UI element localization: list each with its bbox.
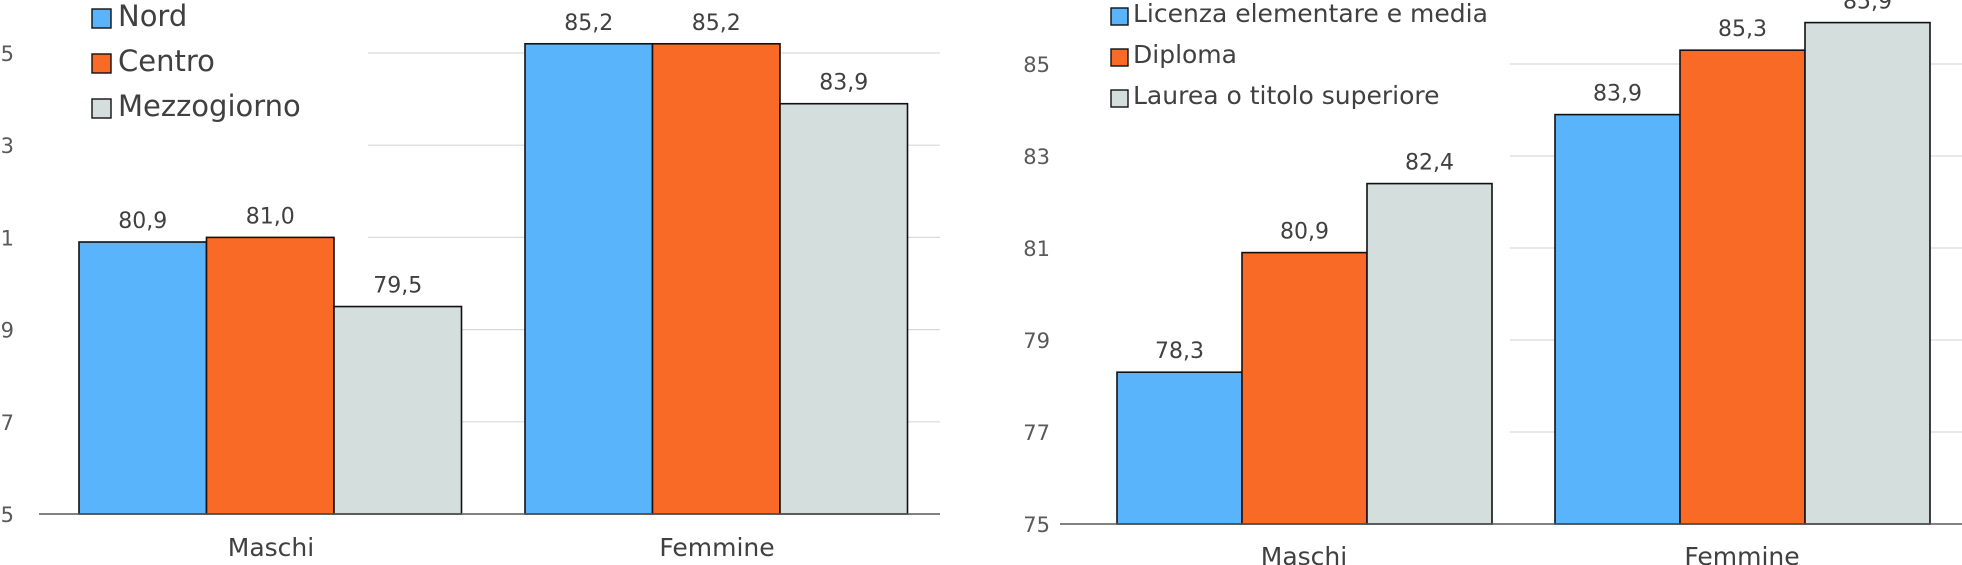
bar (1116, 371, 1243, 525)
legend-label: Laurea o titolo superiore (1133, 81, 1440, 110)
data-label: 81,0 (246, 204, 295, 229)
legend: Licenza elementare e media Diploma Laurea … (1110, 0, 1488, 110)
legend-swatch (91, 53, 112, 74)
y-tick-label: 85 (0, 42, 14, 66)
legend-label: Diploma (1133, 40, 1237, 69)
y-tick-label: 83 (1023, 145, 1050, 169)
bar (78, 241, 208, 515)
y-tick-label: 75 (1023, 513, 1050, 537)
legend-swatch (91, 98, 112, 119)
chart-left: 75 77 79 81 83 85 80,9 85,2 81,0 85,2 79,5 83,9 Masc… (0, 0, 940, 562)
y-tick-label: 81 (1023, 237, 1050, 261)
bar (524, 42, 654, 515)
bar (1804, 21, 1931, 525)
bar (779, 102, 909, 515)
data-label: 78,3 (1155, 339, 1204, 364)
bar (1366, 182, 1493, 525)
data-label: 83,9 (1593, 82, 1642, 107)
legend-label: Mezzogiorno (118, 89, 301, 123)
bar (205, 236, 335, 515)
y-tick-label: 79 (1023, 329, 1050, 353)
legend-label: Nord (118, 0, 187, 33)
bar (1554, 113, 1681, 525)
data-label: 79,5 (373, 274, 422, 299)
legend-swatch (1110, 48, 1129, 67)
data-label: 82,4 (1405, 151, 1454, 176)
bar (333, 305, 463, 515)
y-tick-label: 75 (0, 503, 14, 527)
y-tick-label: 79 (0, 319, 14, 343)
legend-swatch (1110, 89, 1129, 108)
data-label: 80,9 (1280, 220, 1329, 245)
x-category-label: Maschi (1261, 542, 1347, 565)
data-label: 85,9 (1843, 0, 1892, 15)
x-category-label: Femmine (1684, 542, 1799, 565)
y-tick-label: 83 (0, 134, 14, 158)
x-category-label: Maschi (228, 533, 314, 562)
data-label: 85,2 (564, 11, 613, 36)
data-label: 85,3 (1718, 17, 1767, 42)
data-label: 85,2 (692, 11, 741, 36)
y-tick-label: 77 (1023, 421, 1050, 445)
data-label: 80,9 (118, 209, 167, 234)
legend: Nord Centro Mezzogiorno (91, 0, 301, 123)
data-label: 83,9 (819, 71, 868, 96)
chart-right: 75 77 79 81 83 85 78,3 83,9 80,9 85,3 82,4 85,9 Masc… (1023, 0, 1962, 565)
y-tick-label: 77 (0, 411, 14, 435)
x-category-label: Femmine (659, 533, 774, 562)
legend-label: Licenza elementare e media (1133, 0, 1488, 28)
bar (1241, 251, 1368, 525)
legend-swatch (91, 8, 112, 29)
bar (651, 42, 781, 515)
y-tick-label: 81 (0, 226, 14, 250)
legend-label: Centro (118, 44, 215, 78)
y-tick-label: 85 (1023, 53, 1050, 77)
legend-swatch (1110, 7, 1129, 26)
bar (1679, 49, 1806, 525)
